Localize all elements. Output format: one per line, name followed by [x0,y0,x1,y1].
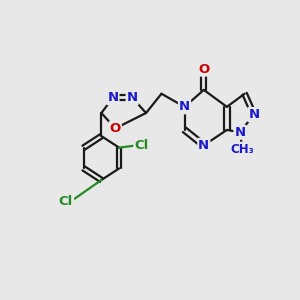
Text: O: O [198,63,209,76]
Text: N: N [107,91,118,104]
Text: N: N [179,100,190,113]
Text: Cl: Cl [134,139,148,152]
Text: Cl: Cl [59,195,73,208]
Text: N: N [248,108,260,121]
Text: N: N [198,139,209,152]
Text: N: N [127,91,138,104]
Text: CH₃: CH₃ [230,143,254,156]
Text: N: N [234,126,246,139]
Text: O: O [110,122,121,135]
